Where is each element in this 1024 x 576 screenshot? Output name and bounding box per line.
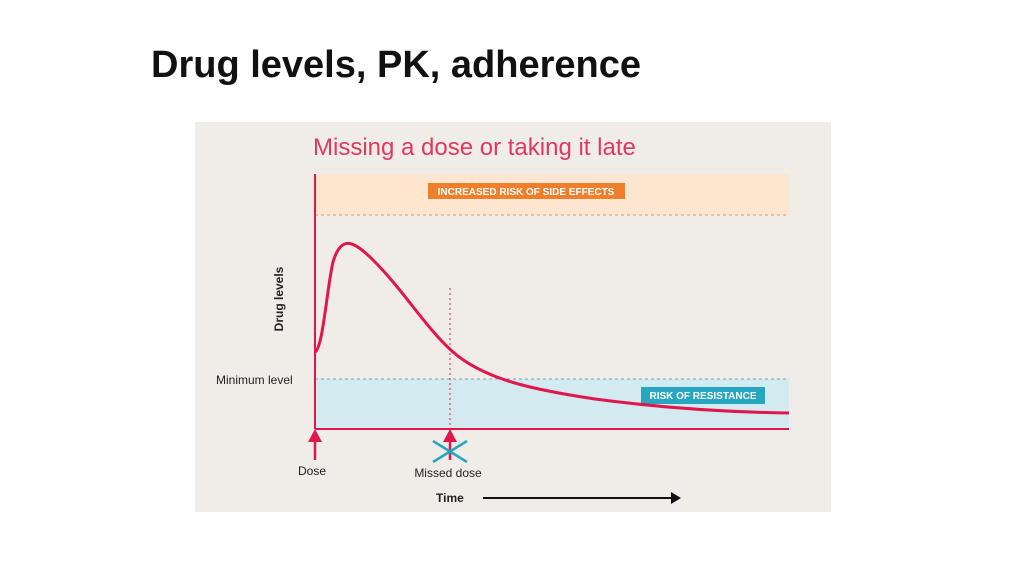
side-effects-badge: [428, 183, 625, 199]
side-effects-label: INCREASED RISK OF SIDE EFFECTS: [438, 187, 615, 198]
missed-dose-label: Missed dose: [414, 466, 482, 480]
drug-level-figure: Missing a dose or taking it late INCREAS…: [195, 122, 831, 512]
resistance-badge: [641, 387, 765, 404]
figure-title: Missing a dose or taking it late: [313, 134, 636, 161]
slide-title: Drug levels, PK, adherence: [151, 44, 641, 86]
y-axis-label: Drug levels: [272, 266, 286, 331]
drug-level-diagram: Missing a dose or taking it late INCREAS…: [216, 134, 790, 505]
time-label: Time: [436, 491, 464, 505]
drug-level-curve: [313, 241, 790, 415]
cross-icon: [432, 439, 468, 464]
resistance-label: RISK OF RESISTANCE: [649, 391, 756, 402]
dose-label: Dose: [298, 464, 326, 478]
minimum-level-label: Minimum level: [216, 373, 293, 387]
missed-dose-arrow-icon: [443, 429, 457, 442]
dose-arrow-icon: [308, 429, 322, 442]
time-arrow-icon: [671, 492, 681, 504]
